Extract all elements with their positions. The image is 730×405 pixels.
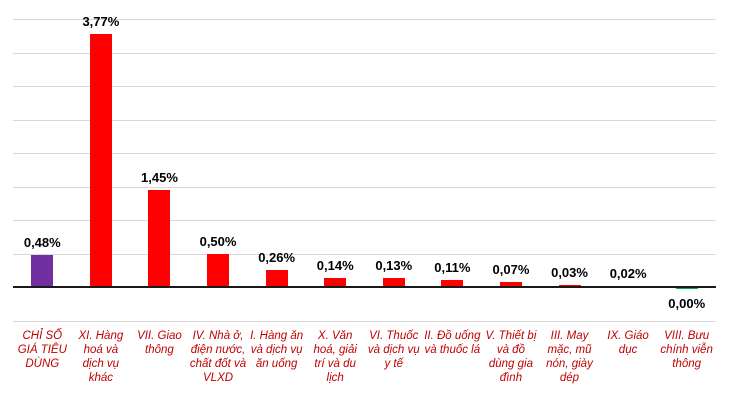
bar — [675, 287, 698, 289]
category-label: IV. Nhà ở, điện nước, chất đốt và VLXD — [189, 330, 247, 384]
category-label: XI. Hàng hoá và dịch vụ khác — [78, 330, 124, 384]
bar — [31, 254, 54, 287]
value-label: 0,48% — [23, 234, 61, 250]
category-label: IX. Giáo dục — [607, 330, 649, 356]
category-label: V. Thiết bị và đồ dùng gia đình — [485, 330, 537, 384]
category-label: X. Văn hoá, giải trí và du lịch — [313, 330, 357, 384]
bar — [265, 269, 288, 287]
category-label: III. May mặc, mũ nón, giày dép — [546, 330, 593, 384]
bar — [148, 189, 171, 287]
bar — [89, 34, 112, 287]
bar — [382, 278, 405, 287]
gridline — [13, 86, 716, 87]
value-label: 0,00% — [668, 296, 706, 311]
bar — [499, 282, 522, 287]
value-label: 0,26% — [258, 249, 296, 265]
value-label: 0,02% — [609, 265, 647, 281]
value-label: 0,11% — [434, 259, 471, 275]
gridline — [13, 153, 716, 154]
gridline — [13, 186, 716, 188]
gridline — [13, 52, 716, 54]
value-label: 0,50% — [199, 233, 237, 249]
gridline — [13, 320, 716, 322]
value-label: 0,07% — [492, 262, 530, 278]
category-label: VI. Thuốc và dịch vụ y tế — [367, 330, 420, 370]
bar — [324, 277, 347, 287]
value-label: 0,13% — [375, 258, 413, 274]
category-label: II. Đồ uống và thuốc lá — [424, 330, 481, 356]
category-label: VII. Giao thông — [137, 330, 182, 356]
gridline — [13, 220, 716, 221]
category-label: CHỈ SỐ GIÁ TIÊU DÙNG — [17, 330, 67, 370]
bar — [441, 279, 464, 287]
x-axis-labels: CHỈ SỐ GIÁ TIÊU DÙNG XI. Hàng hoá và dịch… — [13, 329, 716, 385]
gridline — [13, 253, 716, 255]
value-label: 3,77% — [82, 14, 120, 30]
bar — [207, 253, 230, 287]
value-label: 0,14% — [316, 257, 354, 273]
gridline — [13, 119, 716, 121]
x-axis-line — [13, 286, 716, 288]
value-label: 1,45% — [141, 169, 178, 185]
bar — [558, 284, 581, 287]
category-label: VIII. Bưu chính viễn thông — [660, 330, 713, 370]
gridline — [13, 19, 716, 20]
value-label: 0,03% — [551, 264, 588, 280]
category-label: I. Hàng ăn và dịch vụ ăn uống — [250, 330, 304, 370]
plot-area: 0,48% 3,77% 1,45% 0,50% 0,26% 0,14% 0,13% 0,11%… — [13, 14, 716, 322]
